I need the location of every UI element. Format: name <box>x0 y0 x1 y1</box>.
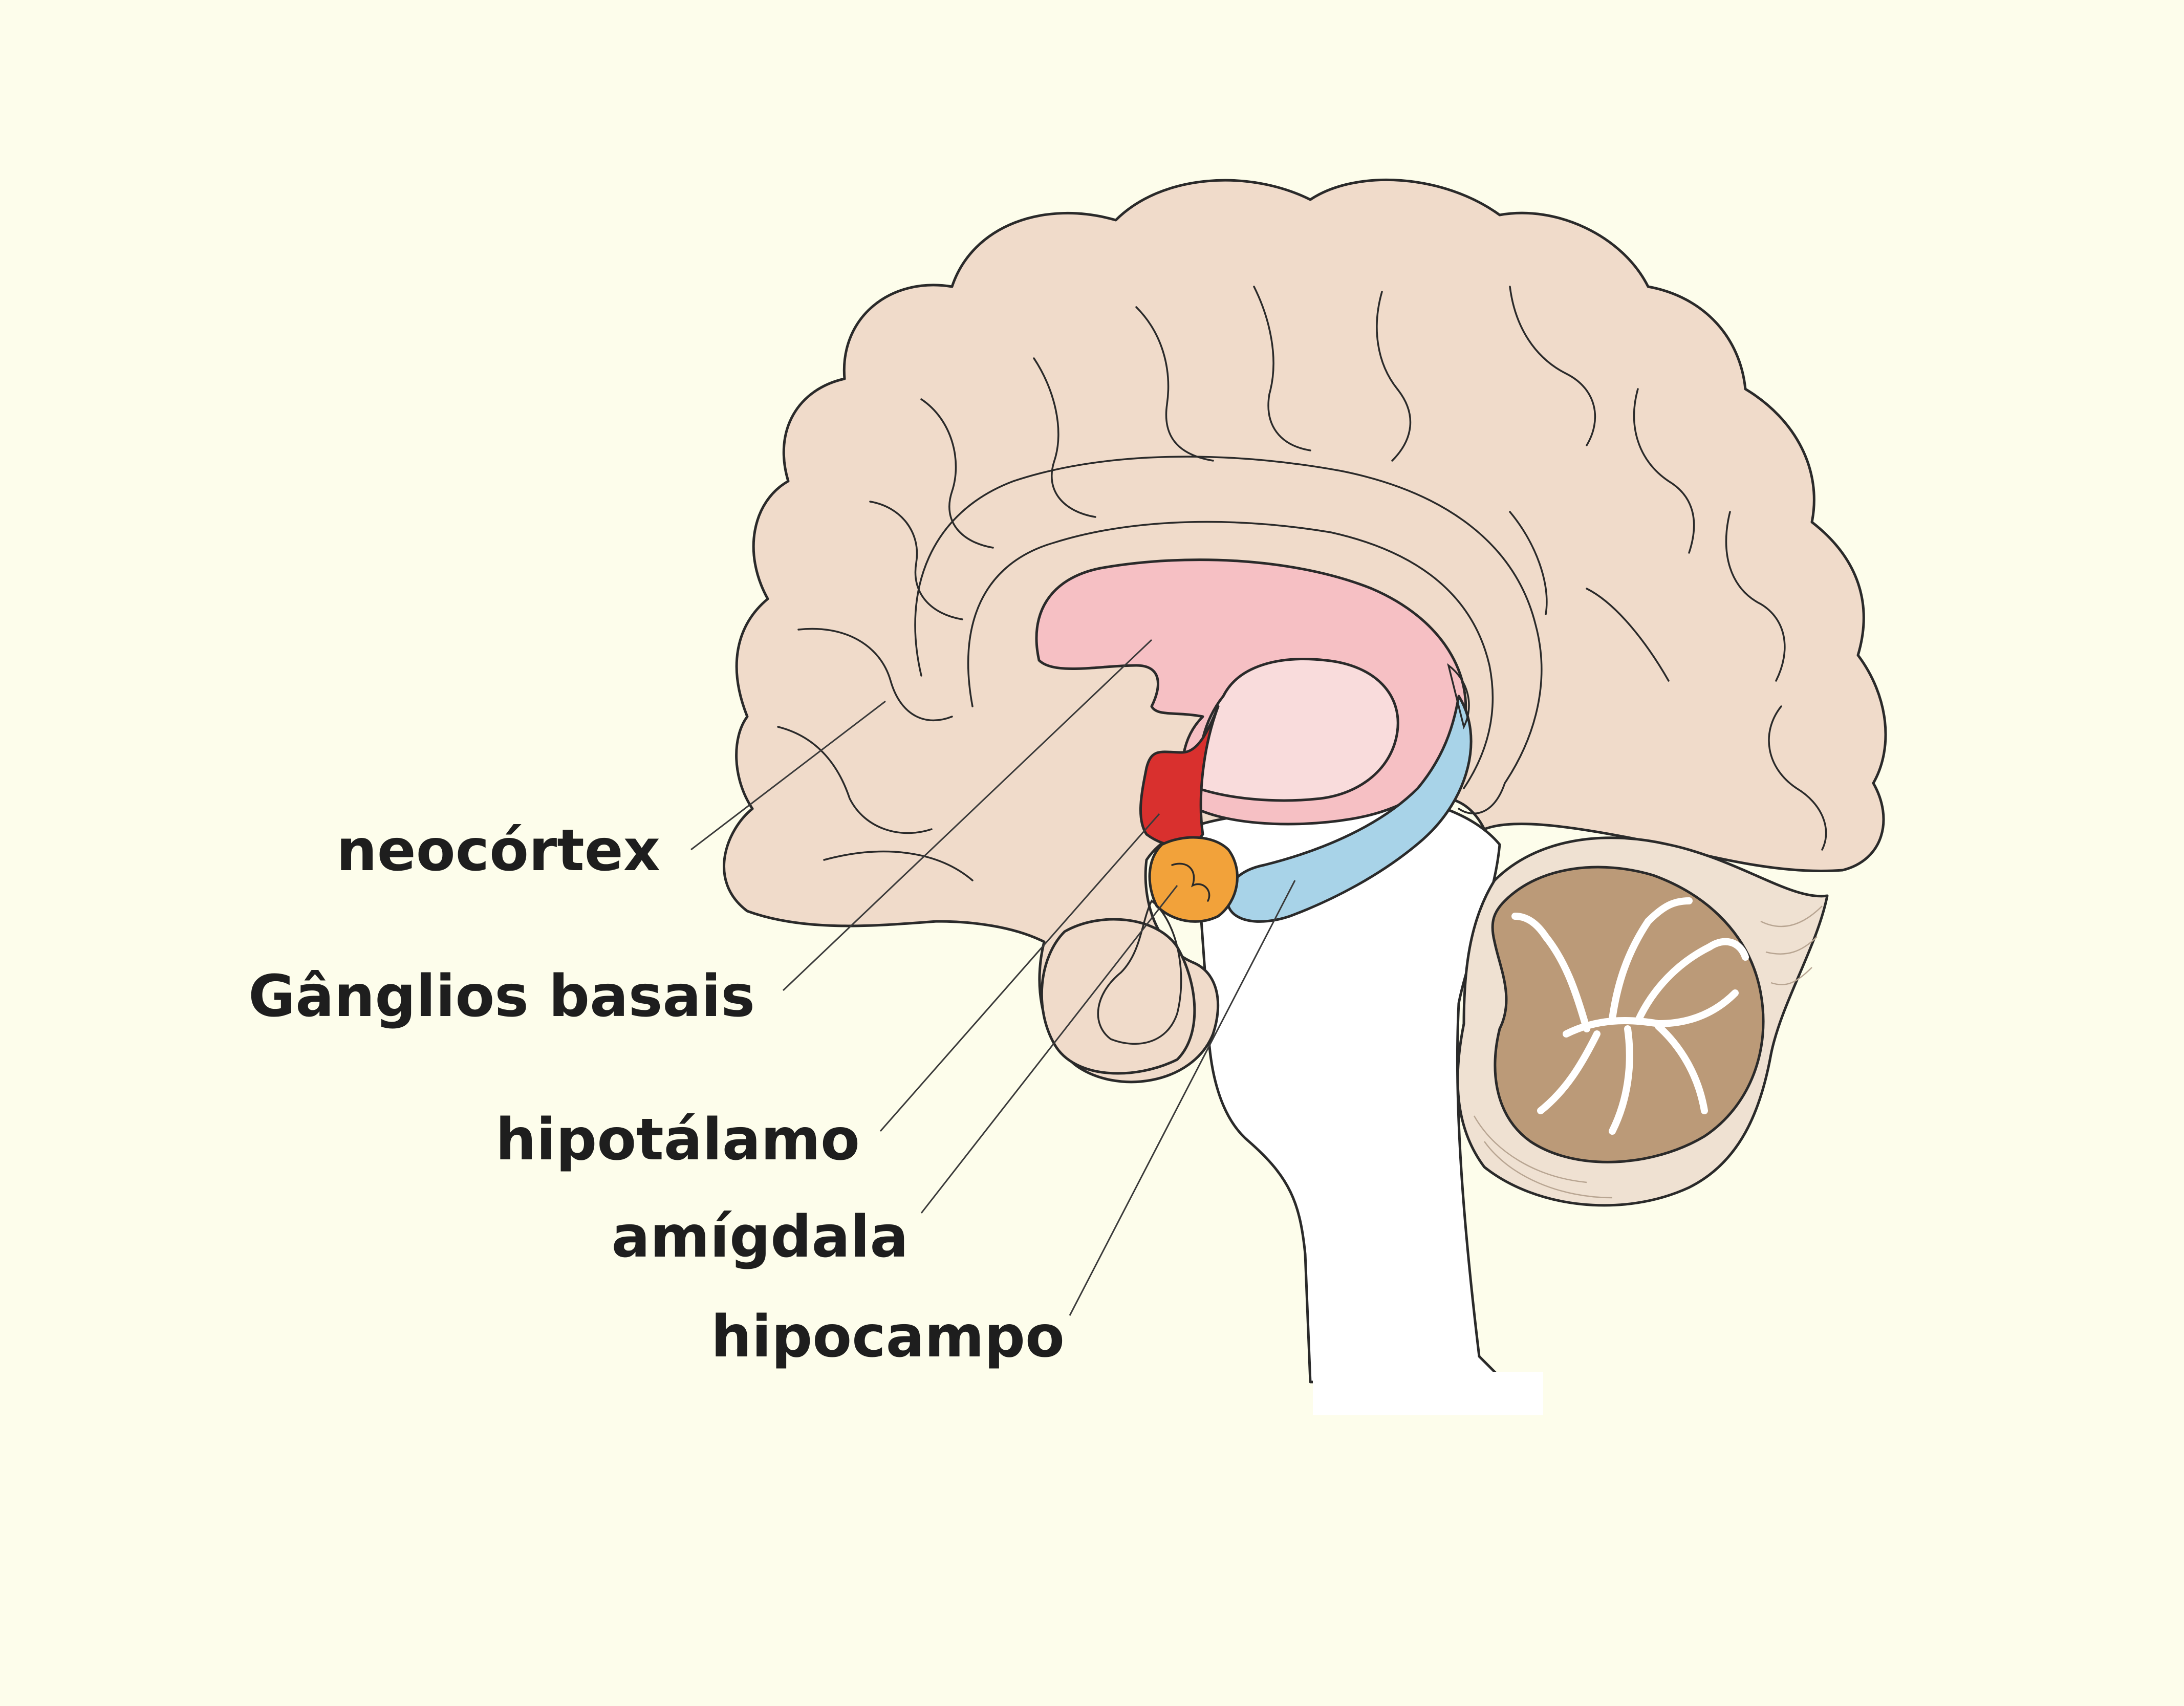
cortex-sulci <box>777 286 1827 881</box>
hypothalamus <box>1139 705 1220 847</box>
label-hippocampus: hipocampo <box>711 1304 1065 1370</box>
label-neocortex: neocórtex <box>336 817 660 884</box>
leader-amygdala <box>920 885 1178 1214</box>
label-basal-ganglia: Gânglios basais <box>248 963 755 1030</box>
label-hypothalamus: hipotálamo <box>495 1107 860 1173</box>
brainstem-base <box>1313 1372 1543 1415</box>
leader-lines <box>690 639 1296 1316</box>
leader-hippocampus <box>1069 880 1296 1316</box>
label-amygdala: amígdala <box>611 1204 909 1270</box>
hippocampus <box>1226 695 1473 923</box>
leader-basal-ganglia <box>782 639 1153 991</box>
amygdala-texture <box>1171 862 1210 902</box>
temporal-ventricle <box>1097 899 1182 1045</box>
leader-neocortex <box>690 700 886 851</box>
corpus-callosum <box>967 521 1494 789</box>
temporal-lobe <box>1040 918 1196 1075</box>
cingulate-gyrus <box>914 456 1543 815</box>
leader-hypothalamus <box>879 813 1160 1132</box>
arbor-vitae <box>1511 897 1749 1135</box>
fornix <box>1447 663 1470 730</box>
cerebellum-striations <box>1473 905 1823 1199</box>
